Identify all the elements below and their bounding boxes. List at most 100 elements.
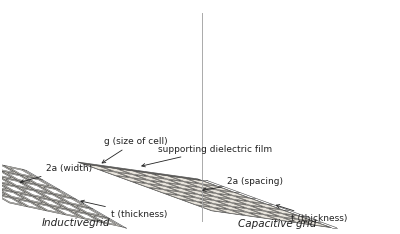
- Polygon shape: [232, 210, 260, 217]
- Polygon shape: [234, 207, 262, 214]
- Polygon shape: [76, 206, 99, 215]
- Polygon shape: [0, 188, 30, 201]
- Polygon shape: [3, 185, 26, 193]
- Polygon shape: [1, 190, 24, 199]
- Polygon shape: [204, 185, 232, 192]
- Polygon shape: [0, 180, 7, 189]
- Polygon shape: [250, 209, 278, 216]
- Polygon shape: [102, 167, 130, 174]
- Polygon shape: [301, 220, 329, 227]
- Text: 2a (width): 2a (width): [20, 164, 93, 183]
- Polygon shape: [18, 200, 40, 208]
- Polygon shape: [20, 175, 56, 188]
- Polygon shape: [84, 164, 112, 171]
- Polygon shape: [202, 192, 230, 199]
- Polygon shape: [0, 164, 14, 172]
- Polygon shape: [0, 167, 18, 180]
- Polygon shape: [150, 184, 178, 191]
- Text: t (thickness): t (thickness): [81, 200, 167, 219]
- Polygon shape: [0, 196, 22, 205]
- Polygon shape: [0, 172, 16, 186]
- Polygon shape: [250, 213, 278, 220]
- Polygon shape: [284, 218, 312, 225]
- Polygon shape: [200, 199, 228, 206]
- Polygon shape: [37, 184, 72, 198]
- Polygon shape: [58, 202, 80, 211]
- Polygon shape: [74, 212, 97, 220]
- Polygon shape: [0, 161, 20, 175]
- Polygon shape: [118, 172, 146, 179]
- Polygon shape: [35, 190, 70, 204]
- Polygon shape: [198, 206, 226, 213]
- Polygon shape: [87, 213, 122, 227]
- Text: t (thickness): t (thickness): [276, 205, 348, 223]
- Polygon shape: [219, 194, 247, 201]
- Polygon shape: [0, 169, 12, 178]
- Polygon shape: [166, 194, 194, 201]
- Text: supporting dielectric film: supporting dielectric film: [142, 145, 272, 167]
- Polygon shape: [183, 196, 211, 203]
- Polygon shape: [6, 179, 28, 188]
- Polygon shape: [16, 186, 51, 200]
- Polygon shape: [235, 200, 263, 207]
- Polygon shape: [285, 214, 313, 221]
- Polygon shape: [252, 202, 280, 209]
- Polygon shape: [0, 175, 9, 184]
- Polygon shape: [37, 204, 60, 212]
- Polygon shape: [0, 193, 28, 207]
- Polygon shape: [0, 186, 5, 195]
- Polygon shape: [251, 206, 280, 213]
- Text: 2a (spacing): 2a (spacing): [203, 176, 283, 191]
- Polygon shape: [22, 189, 45, 197]
- Polygon shape: [133, 182, 161, 189]
- Polygon shape: [20, 194, 43, 203]
- Polygon shape: [0, 178, 14, 192]
- Polygon shape: [60, 197, 83, 205]
- Polygon shape: [234, 203, 262, 210]
- Polygon shape: [49, 205, 85, 219]
- Polygon shape: [170, 176, 198, 183]
- Polygon shape: [101, 170, 129, 177]
- Polygon shape: [184, 193, 212, 200]
- Polygon shape: [70, 204, 106, 217]
- Polygon shape: [150, 188, 178, 195]
- Polygon shape: [167, 190, 195, 197]
- Polygon shape: [1, 171, 37, 184]
- Polygon shape: [93, 216, 116, 225]
- Polygon shape: [0, 176, 35, 190]
- Polygon shape: [134, 179, 162, 186]
- Polygon shape: [41, 193, 64, 201]
- Polygon shape: [68, 209, 104, 223]
- Polygon shape: [268, 208, 296, 215]
- Text: Capacitive grid: Capacitive grid: [238, 219, 316, 229]
- Polygon shape: [30, 201, 66, 215]
- Polygon shape: [117, 176, 145, 183]
- Polygon shape: [153, 174, 181, 181]
- Polygon shape: [82, 164, 332, 228]
- Polygon shape: [51, 200, 87, 213]
- Polygon shape: [24, 183, 47, 192]
- Polygon shape: [0, 182, 32, 196]
- Polygon shape: [169, 180, 197, 187]
- Polygon shape: [168, 183, 196, 190]
- Polygon shape: [186, 186, 214, 193]
- Polygon shape: [26, 177, 49, 186]
- Polygon shape: [168, 187, 196, 194]
- Polygon shape: [152, 177, 180, 184]
- Polygon shape: [268, 212, 296, 219]
- Polygon shape: [267, 215, 295, 222]
- Polygon shape: [0, 184, 12, 197]
- Polygon shape: [135, 175, 163, 182]
- Polygon shape: [43, 187, 66, 196]
- Polygon shape: [220, 190, 248, 197]
- Polygon shape: [216, 205, 244, 212]
- Polygon shape: [217, 201, 245, 208]
- Polygon shape: [186, 182, 214, 189]
- Polygon shape: [185, 189, 213, 196]
- Polygon shape: [201, 195, 229, 202]
- Polygon shape: [8, 173, 30, 182]
- Polygon shape: [151, 181, 179, 188]
- Text: g (size of cell): g (size of cell): [102, 137, 168, 163]
- Polygon shape: [12, 197, 47, 211]
- Polygon shape: [14, 192, 49, 205]
